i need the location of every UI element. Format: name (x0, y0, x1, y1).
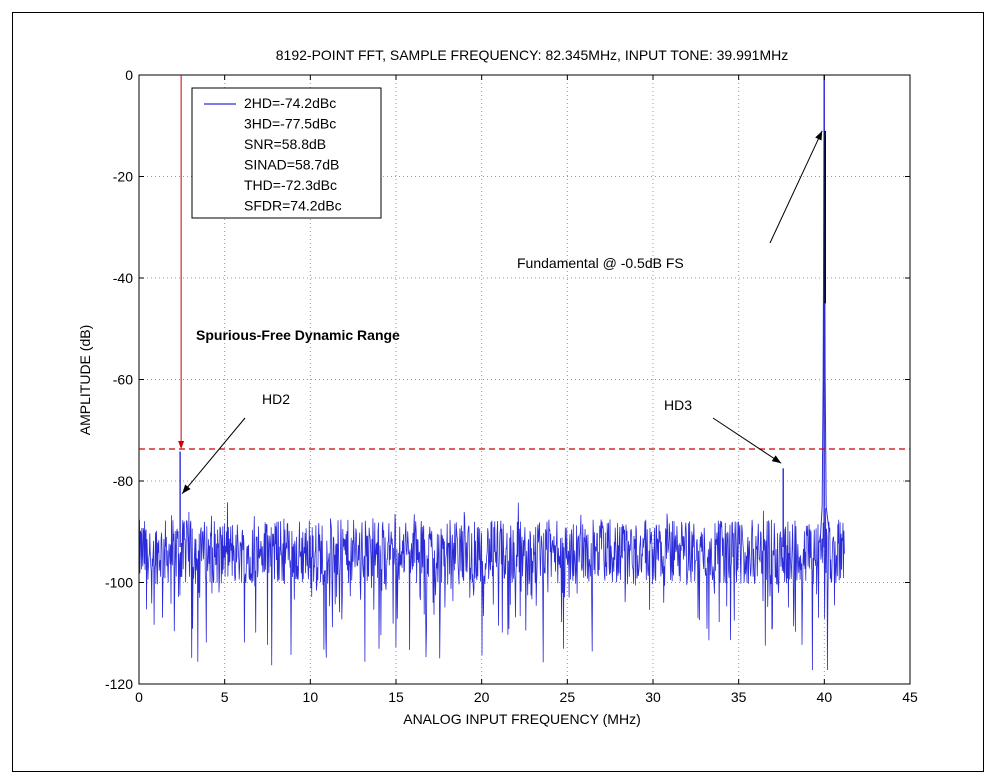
y-tick-label: -20 (113, 169, 133, 185)
hd3-label: HD3 (664, 397, 692, 413)
sfdr-arrow-head (178, 441, 185, 450)
annotations: Spurious-Free Dynamic Range Fundamental … (139, 75, 910, 495)
legend-box (191, 87, 382, 219)
x-tick-label: 0 (135, 689, 143, 705)
fundamental-label: Fundamental @ -0.5dB FS (517, 255, 684, 271)
x-tick-label: 10 (303, 689, 319, 705)
noise-floor-trace (138, 502, 845, 671)
x-tick-label: 5 (221, 689, 229, 705)
legend-entry: SNR=58.8dB (244, 136, 326, 152)
x-axis-ticks: 0 5 10 15 20 25 30 35 40 45 (135, 75, 918, 705)
hd2-label: HD2 (262, 391, 290, 407)
x-tick-label: 45 (902, 689, 918, 705)
x-tick-label: 30 (645, 689, 661, 705)
hd2-arrow-head (182, 484, 191, 494)
fundamental-arrow-head (815, 130, 823, 141)
chart-title: 8192-POINT FFT, SAMPLE FREQUENCY: 82.345… (276, 47, 788, 63)
hd3-arrow (712, 417, 782, 464)
legend-entry: SINAD=58.7dB (244, 157, 339, 173)
x-tick-label: 35 (731, 689, 747, 705)
legend-entry: SFDR=74.2dBc (244, 198, 342, 214)
noise-floor-series (138, 502, 845, 671)
legend-entry: 3HD=-77.5dBc (244, 116, 336, 132)
y-axis-label: AMPLITUDE (dB) (77, 325, 93, 435)
x-tick-label: 15 (388, 689, 404, 705)
x-tick-label: 40 (817, 689, 833, 705)
legend-entry: 2HD=-74.2dBc (244, 95, 336, 111)
x-axis-label: ANALOG INPUT FREQUENCY (MHz) (403, 711, 641, 727)
y-axis-ticks: 0 -20 -40 -60 -80 -100 -120 (105, 67, 910, 692)
hd3-arrow-head (771, 455, 782, 464)
hd2-arrow (181, 417, 246, 495)
fundamental-arrow (769, 130, 823, 244)
y-tick-label: -60 (113, 372, 133, 388)
sfdr-label: Spurious-Free Dynamic Range (196, 327, 400, 343)
legend: 2HD=-74.2dBc 3HD=-77.5dBc SNR=58.8dB SINAD=… (191, 87, 382, 219)
y-tick-label: -80 (113, 473, 133, 489)
y-tick-label: 0 (125, 67, 133, 83)
y-tick-label: -120 (105, 676, 133, 692)
legend-entry: THD=-72.3dBc (244, 177, 337, 193)
figure-frame (12, 12, 984, 772)
x-tick-label: 20 (474, 689, 490, 705)
y-tick-label: -40 (113, 270, 133, 286)
y-tick-label: -100 (105, 575, 133, 591)
x-tick-label: 25 (560, 689, 576, 705)
peak-series (179, 74, 830, 547)
